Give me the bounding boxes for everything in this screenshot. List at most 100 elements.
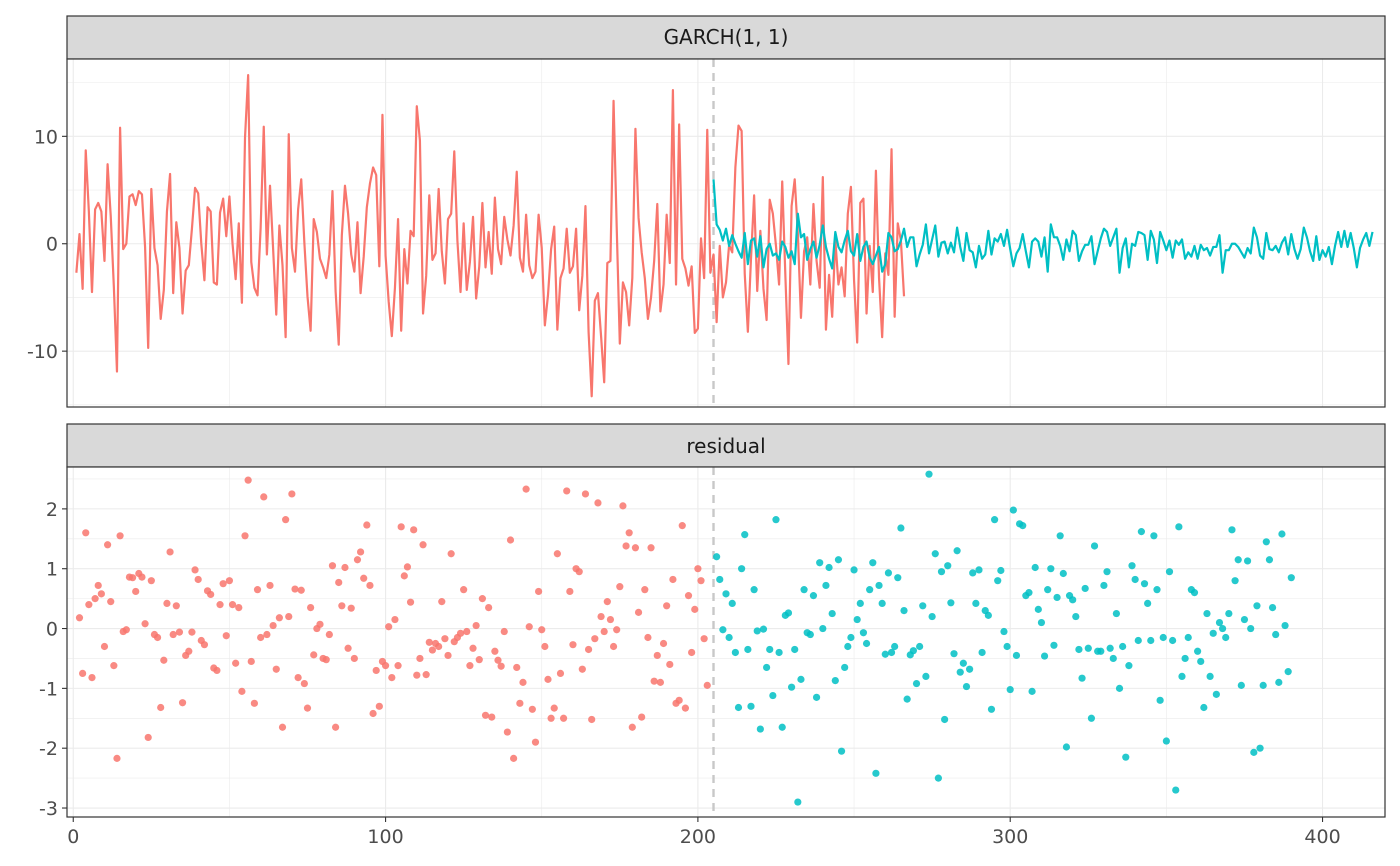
data-point-test <box>950 650 958 658</box>
data-point-test <box>1259 681 1267 689</box>
data-point-test <box>853 615 861 624</box>
data-point-test <box>1265 556 1274 564</box>
data-point-train <box>475 656 483 664</box>
data-point-train <box>391 615 399 624</box>
data-point-test <box>1272 630 1280 639</box>
data-point-train <box>497 662 505 670</box>
data-point-train <box>178 699 187 707</box>
data-point-train <box>191 566 199 574</box>
facet-garch-y-axis: -10 0 10 <box>27 126 67 363</box>
data-point-train <box>528 705 536 713</box>
data-point-train <box>82 529 90 537</box>
data-point-train <box>347 604 355 612</box>
data-point-train <box>157 703 165 712</box>
data-point-train <box>344 644 352 652</box>
data-point-train <box>609 642 618 651</box>
data-point-test <box>887 648 896 657</box>
data-point-test <box>750 586 758 594</box>
data-point-test <box>1025 589 1033 597</box>
facet-residual: residual -3 -2 -1 0 1 2 0 100 200 300 400 <box>39 423 1386 848</box>
data-point-test <box>1225 609 1233 618</box>
data-point-train <box>410 526 418 534</box>
data-point-train <box>269 621 277 630</box>
data-point-train <box>353 556 362 564</box>
data-point-test <box>1194 647 1202 655</box>
data-point-train <box>597 612 605 621</box>
data-point-test <box>1275 678 1283 686</box>
data-point-train <box>253 586 262 594</box>
data-point-train <box>328 562 337 570</box>
data-point-test <box>875 581 883 590</box>
data-point-train <box>128 574 137 582</box>
data-point-test <box>763 663 771 672</box>
data-point-train <box>238 687 246 695</box>
data-point-test <box>1215 618 1224 627</box>
data-point-test <box>1072 612 1080 621</box>
data-point-test <box>775 648 783 657</box>
data-point-test <box>797 675 805 683</box>
data-point-train <box>694 565 702 573</box>
data-point-test <box>844 642 852 651</box>
data-point-train <box>566 587 574 596</box>
data-point-train <box>216 601 224 609</box>
data-point-train <box>300 679 308 688</box>
data-point-test <box>1228 526 1236 534</box>
data-point-train <box>631 544 640 552</box>
data-point-train <box>169 630 177 639</box>
data-point-train <box>641 586 649 594</box>
data-point-train <box>666 660 674 669</box>
data-point-train <box>428 646 437 654</box>
data-point-train <box>638 713 646 721</box>
data-point-test <box>850 566 858 574</box>
data-point-train <box>222 632 230 640</box>
data-point-test <box>1234 556 1242 564</box>
data-point-test <box>837 747 846 755</box>
data-point-train <box>375 702 383 710</box>
data-point-train <box>282 516 290 524</box>
facet-residual-points <box>75 470 1295 806</box>
data-point-train <box>663 602 671 610</box>
data-point-train <box>406 598 415 606</box>
data-point-test <box>772 516 780 524</box>
data-point-train <box>335 578 343 587</box>
data-point-test <box>794 798 802 806</box>
data-point-train <box>213 666 221 675</box>
data-point-test <box>1122 753 1130 761</box>
facet-garch-panel-border <box>66 58 1386 408</box>
data-point-train <box>472 621 480 630</box>
data-point-train <box>175 628 184 636</box>
data-point-test <box>1097 647 1105 655</box>
data-point-test <box>1044 586 1052 594</box>
data-point-test <box>1019 522 1027 530</box>
data-point-train <box>500 627 508 636</box>
data-point-train <box>107 598 115 606</box>
x-tick-label: 100 <box>367 826 403 848</box>
data-point-train <box>275 614 283 622</box>
data-point-test <box>847 633 855 642</box>
data-point-train <box>678 522 686 530</box>
data-point-test <box>1197 657 1205 666</box>
data-point-train <box>466 662 474 670</box>
data-point-train <box>122 626 130 634</box>
facet-residual-panel-bg <box>67 467 1385 817</box>
data-point-test <box>953 547 961 555</box>
x-axis: 0 100 200 300 400 <box>67 817 1341 848</box>
data-point-train <box>613 626 621 634</box>
data-point-train <box>688 648 696 657</box>
data-point-test <box>934 774 942 782</box>
data-point-train <box>356 548 365 556</box>
data-point-train <box>88 674 96 682</box>
data-point-train <box>241 532 249 540</box>
data-point-test <box>872 769 880 777</box>
data-point-test <box>1172 786 1180 794</box>
data-point-test <box>1159 633 1167 642</box>
data-point-train <box>94 581 102 590</box>
data-point-train <box>79 669 87 678</box>
data-point-train <box>441 635 449 643</box>
data-point-test <box>1009 506 1017 514</box>
data-point-train <box>616 583 624 591</box>
data-point-train <box>435 642 443 651</box>
data-point-train <box>232 659 240 667</box>
data-point-test <box>947 599 955 607</box>
data-point-test <box>1119 642 1127 651</box>
